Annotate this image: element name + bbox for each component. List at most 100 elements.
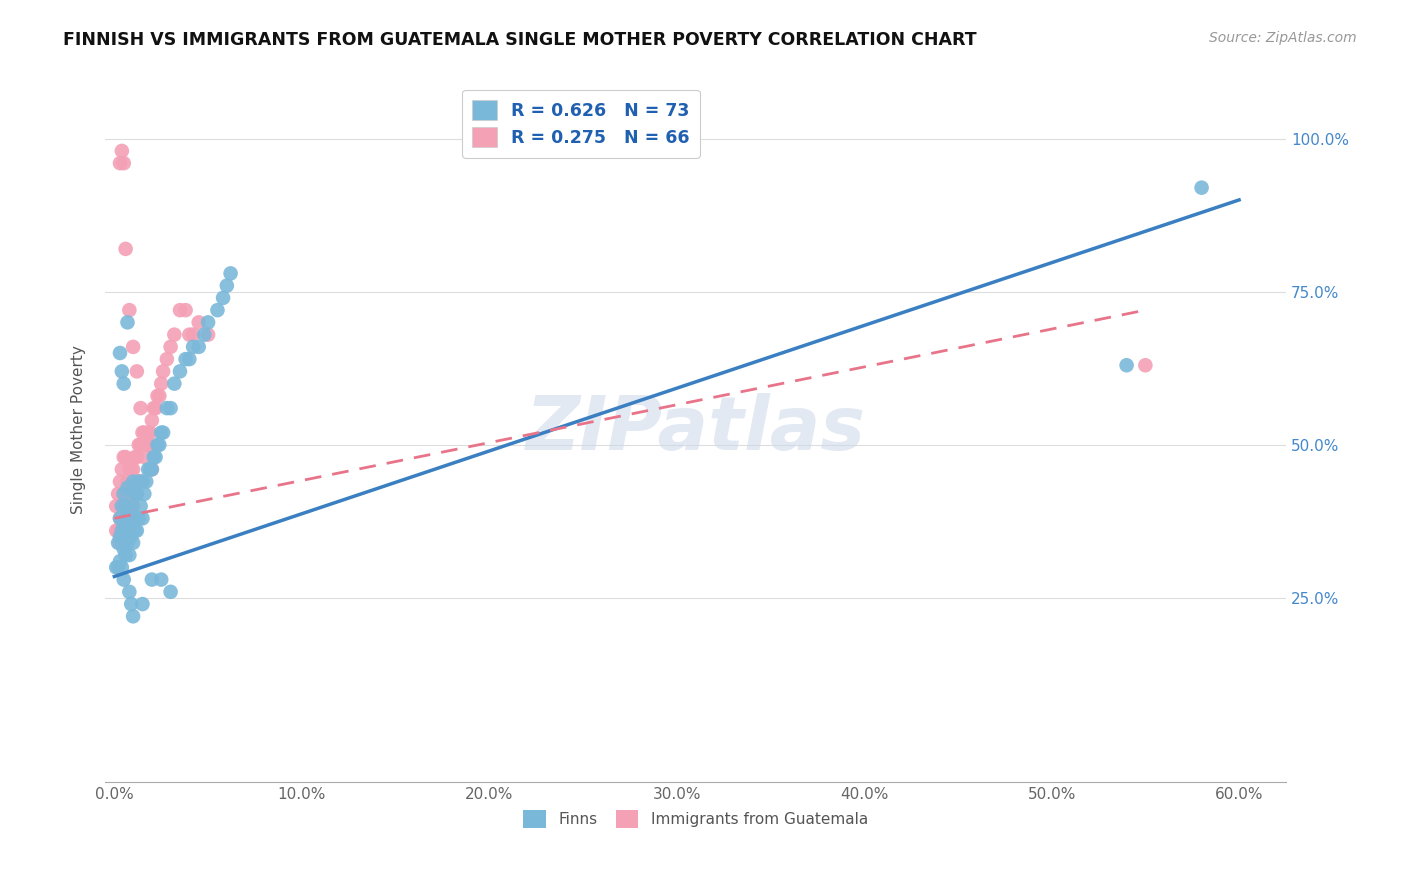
Point [156, 352, 179, 367]
Point [1115, 358, 1137, 372]
Point [145, 450, 167, 464]
Point [131, 475, 153, 489]
Point [118, 303, 141, 318]
Point [108, 536, 131, 550]
Point [112, 487, 135, 501]
Point [112, 450, 135, 464]
Point [111, 462, 134, 476]
Point [135, 438, 157, 452]
Point [152, 425, 174, 440]
Point [112, 156, 135, 170]
Point [131, 475, 153, 489]
Point [197, 315, 219, 329]
Point [122, 462, 145, 476]
Text: FINNISH VS IMMIGRANTS FROM GUATEMALA SINGLE MOTHER POVERTY CORRELATION CHART: FINNISH VS IMMIGRANTS FROM GUATEMALA SIN… [63, 31, 977, 49]
Point [122, 511, 145, 525]
Point [105, 524, 128, 538]
Point [108, 511, 131, 525]
Point [117, 475, 139, 489]
Point [156, 401, 179, 416]
Point [114, 450, 136, 464]
Point [114, 548, 136, 562]
Point [122, 475, 145, 489]
Point [197, 327, 219, 342]
Point [122, 499, 145, 513]
Point [112, 573, 135, 587]
Point [141, 573, 163, 587]
Point [111, 499, 134, 513]
Point [120, 499, 142, 513]
Point [128, 475, 150, 489]
Point [187, 315, 209, 329]
Point [114, 524, 136, 538]
Point [131, 597, 153, 611]
Point [108, 475, 131, 489]
Point [141, 462, 163, 476]
Point [142, 401, 165, 416]
Point [111, 560, 134, 574]
Point [118, 511, 141, 525]
Point [125, 364, 148, 378]
Point [179, 352, 201, 367]
Legend: Finns, Immigrants from Guatemala: Finns, Immigrants from Guatemala [517, 804, 875, 834]
Point [139, 462, 162, 476]
Point [114, 242, 136, 256]
Point [125, 524, 148, 538]
Point [118, 462, 141, 476]
Point [128, 511, 150, 525]
Point [118, 584, 141, 599]
Point [112, 517, 135, 532]
Text: ZIPatlas: ZIPatlas [526, 393, 866, 466]
Point [134, 450, 156, 464]
Point [108, 530, 131, 544]
Point [114, 487, 136, 501]
Point [108, 346, 131, 360]
Point [117, 481, 139, 495]
Point [150, 573, 173, 587]
Point [107, 487, 129, 501]
Point [107, 524, 129, 538]
Point [111, 499, 134, 513]
Point [159, 401, 181, 416]
Point [179, 327, 201, 342]
Point [112, 541, 135, 556]
Point [117, 536, 139, 550]
Point [152, 364, 174, 378]
Point [120, 499, 142, 513]
Point [111, 364, 134, 378]
Point [163, 376, 186, 391]
Point [129, 438, 152, 452]
Point [117, 511, 139, 525]
Point [125, 487, 148, 501]
Point [107, 536, 129, 550]
Point [187, 340, 209, 354]
Y-axis label: Single Mother Poverty: Single Mother Poverty [72, 345, 86, 514]
Point [118, 548, 141, 562]
Point [131, 511, 153, 525]
Point [107, 560, 129, 574]
Point [111, 144, 134, 158]
Point [112, 524, 135, 538]
Point [129, 475, 152, 489]
Point [111, 536, 134, 550]
Point [131, 425, 153, 440]
Point [141, 413, 163, 427]
Point [139, 425, 162, 440]
Point [193, 327, 215, 342]
Point [120, 597, 142, 611]
Point [124, 487, 146, 501]
Point [112, 487, 135, 501]
Point [169, 303, 191, 318]
Point [124, 450, 146, 464]
Point [135, 475, 157, 489]
Point [134, 425, 156, 440]
Point [105, 560, 128, 574]
Text: Source: ZipAtlas.com: Source: ZipAtlas.com [1209, 31, 1357, 45]
Point [181, 340, 204, 354]
Point [124, 487, 146, 501]
Point [122, 340, 145, 354]
Point [129, 401, 152, 416]
Point [111, 524, 134, 538]
Point [174, 303, 197, 318]
Point [207, 303, 229, 318]
